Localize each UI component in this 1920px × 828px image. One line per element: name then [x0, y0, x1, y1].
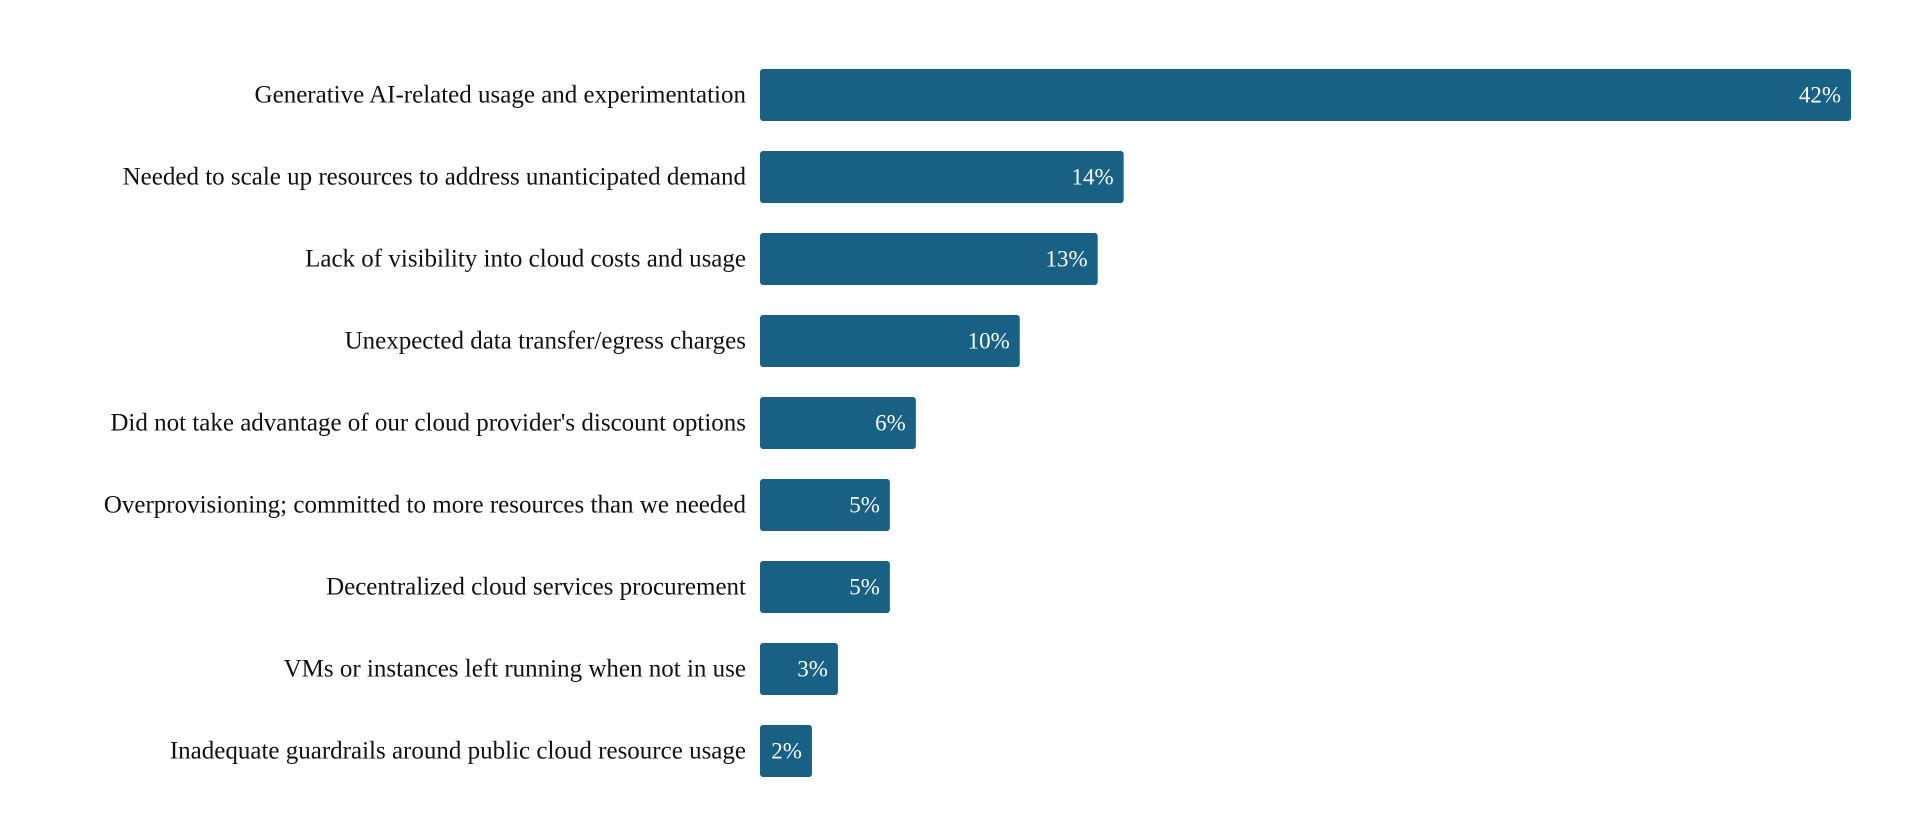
value-label: 3%	[797, 657, 828, 682]
bar	[760, 725, 812, 777]
category-label: Did not take advantage of our cloud prov…	[110, 410, 746, 437]
bar	[760, 233, 1098, 285]
value-labels: 42% 14% 13% 10% 6% 5% 5% 3% 2%	[771, 83, 1841, 764]
bars	[760, 69, 1851, 777]
bar	[760, 643, 838, 695]
value-label: 6%	[875, 411, 906, 436]
value-label: 5%	[849, 493, 880, 518]
category-label: VMs or instances left running when not i…	[284, 656, 746, 683]
category-label: Unexpected data transfer/egress charges	[345, 328, 746, 355]
value-label: 42%	[1799, 83, 1841, 108]
category-label: Decentralized cloud services procurement	[326, 574, 746, 601]
value-label: 13%	[1046, 247, 1088, 272]
category-label: Needed to scale up resources to address …	[123, 164, 747, 191]
value-label: 2%	[771, 739, 802, 764]
value-label: 14%	[1071, 165, 1113, 190]
bar	[760, 397, 916, 449]
category-label: Generative AI-related usage and experime…	[255, 82, 747, 109]
category-label: Overprovisioning; committed to more reso…	[104, 492, 747, 519]
bar	[760, 479, 890, 531]
bar	[760, 69, 1851, 121]
value-label: 10%	[968, 329, 1010, 354]
category-label: Inadequate guardrails around public clou…	[170, 738, 746, 765]
bar	[760, 151, 1124, 203]
category-label: Lack of visibility into cloud costs and …	[305, 246, 746, 273]
category-labels: Generative AI-related usage and experime…	[104, 82, 747, 765]
value-label: 5%	[849, 575, 880, 600]
bar	[760, 315, 1020, 367]
bar	[760, 561, 890, 613]
